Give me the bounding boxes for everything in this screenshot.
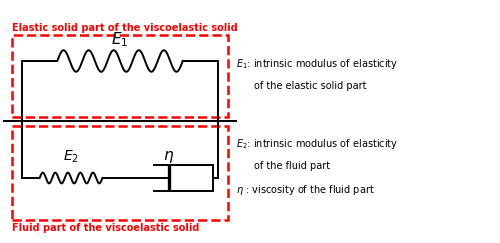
Text: Elastic solid part of the viscoelastic solid: Elastic solid part of the viscoelastic s… [12,23,238,33]
Bar [12,125,228,220]
Text: $E_1$: intrinsic modulus of elasticity: $E_1$: intrinsic modulus of elasticity [236,57,398,70]
Text: $\eta$: $\eta$ [164,149,174,165]
Text: $E_2$: intrinsic modulus of elasticity: $E_2$: intrinsic modulus of elasticity [236,137,398,151]
Text: Fluid part of the viscoelastic solid: Fluid part of the viscoelastic solid [12,223,200,233]
Bar [12,35,228,118]
Text: $E_1$: $E_1$ [112,30,128,49]
Text: of the fluid part: of the fluid part [254,161,330,171]
Text: of the elastic solid part: of the elastic solid part [254,80,366,90]
Text: $E_2$: $E_2$ [63,149,79,165]
Text: $\eta$ : viscosity of the fluid part: $\eta$ : viscosity of the fluid part [236,183,374,197]
